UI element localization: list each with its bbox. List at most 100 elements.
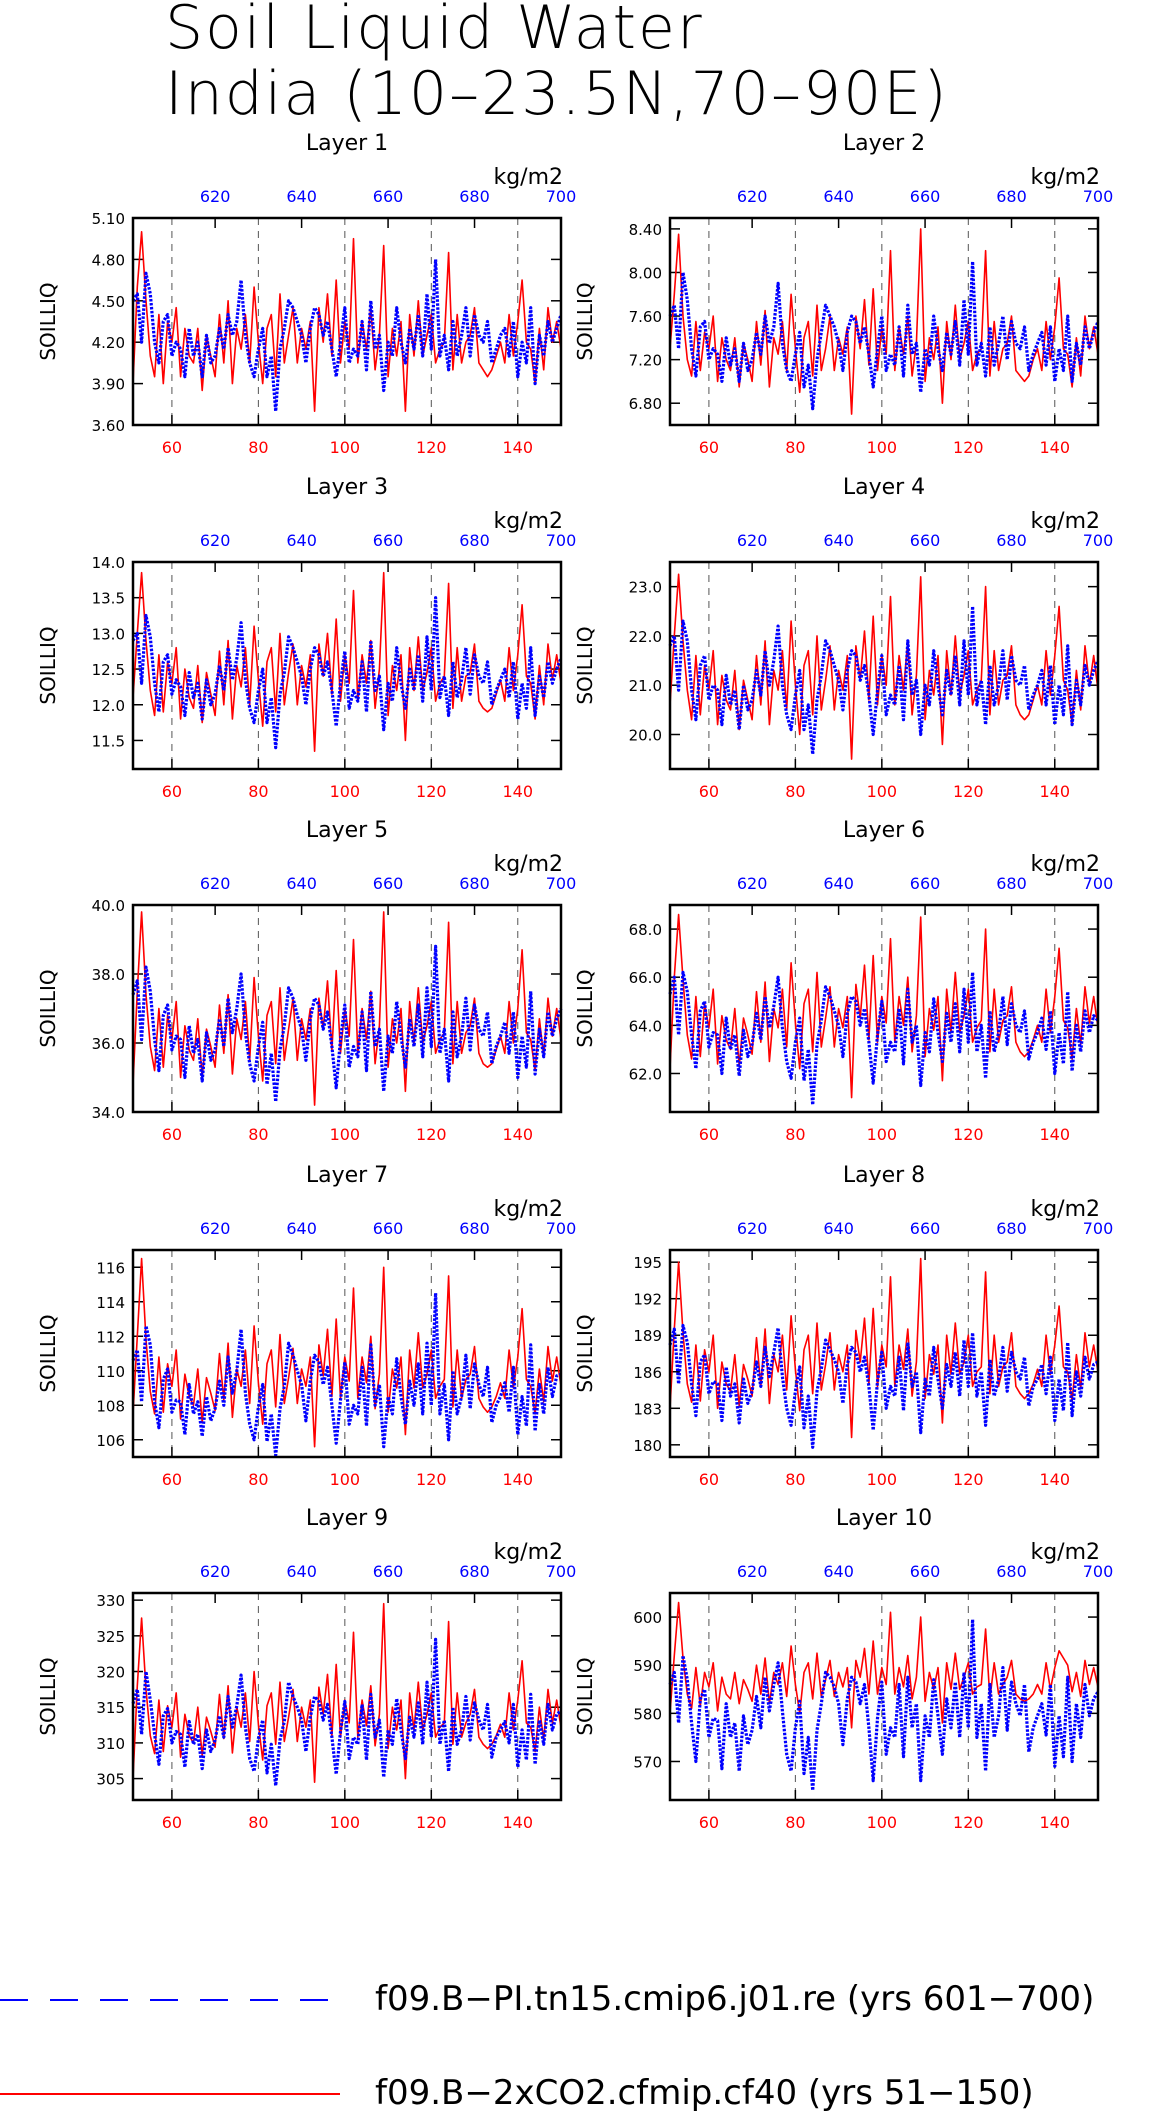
y-axis-label: SOILLIQ [36, 626, 60, 704]
y-tick-label: 12.5 [92, 661, 125, 679]
x-bottom-tick-label: 80 [785, 438, 805, 457]
y-tick-label: 12.0 [92, 697, 125, 715]
x-top-tick-label: 640 [823, 531, 854, 550]
x-bottom-tick-label: 100 [867, 1470, 898, 1489]
series-line-2xco2 [669, 228, 1099, 415]
x-bottom-tick-label: 140 [1039, 1125, 1070, 1144]
x-bottom-tick-label: 100 [330, 1813, 361, 1832]
x-top-tick-label: 640 [286, 187, 317, 206]
y-tick-label: 186 [633, 1364, 662, 1382]
series-line-2xco2 [669, 1257, 1099, 1439]
x-bottom-tick-label: 120 [416, 1470, 447, 1489]
legend-label-pi: f09.B−PI.tn15.cmip6.j01.re (yrs 601−700) [375, 1979, 1094, 2019]
figure-title-line-1: Soil Liquid Water [165, 0, 704, 63]
y-tick-label: 20.0 [629, 727, 662, 745]
x-bottom-tick-label: 60 [699, 1125, 719, 1144]
x-bottom-tick-label: 100 [330, 1470, 361, 1489]
plot-frame [131, 1248, 563, 1459]
y-axis-label: SOILLIQ [36, 1657, 60, 1735]
figure-title-line-2: India (10–23.5N,70–90E) [165, 59, 949, 129]
chart-panel-6: Layer 6 kg/m2 SOILLIQ 62.0 64.0 66.0 68.0 60 80 1… [573, 818, 1113, 1144]
y-tick-label: 189 [633, 1327, 662, 1345]
panel-title: Layer 7 [306, 1163, 388, 1188]
x-bottom-tick-label: 100 [867, 782, 898, 801]
chart-panel-7: Layer 7 kg/m2 SOILLIQ 106 108 110 112 114 116 60 8… [36, 1163, 576, 1489]
x-top-tick-label: 640 [286, 874, 317, 893]
x-top-tick-label: 680 [459, 1562, 490, 1581]
x-top-tick-label: 700 [546, 1562, 577, 1581]
x-bottom-tick-label: 80 [248, 782, 268, 801]
x-bottom-tick-label: 80 [785, 1813, 805, 1832]
x-bottom-tick-label: 80 [248, 438, 268, 457]
x-top-tick-label: 640 [823, 187, 854, 206]
top-axis-unit-label: kg/m2 [1030, 1197, 1100, 1222]
x-top-tick-label: 640 [823, 874, 854, 893]
x-top-tick-label: 680 [459, 187, 490, 206]
x-top-tick-label: 660 [910, 531, 941, 550]
y-tick-label: 116 [96, 1259, 125, 1277]
x-bottom-tick-label: 140 [502, 1125, 533, 1144]
x-top-tick-label: 640 [286, 1219, 317, 1238]
x-top-tick-label: 680 [996, 1562, 1027, 1581]
series-line-pi [131, 257, 563, 413]
plot-frame [668, 903, 1100, 1114]
x-bottom-tick-label: 140 [502, 782, 533, 801]
x-top-tick-label: 620 [737, 187, 768, 206]
y-tick-label: 40.0 [92, 897, 125, 915]
panel-title: Layer 3 [306, 475, 388, 500]
series-line-pi [668, 1617, 1100, 1793]
x-bottom-tick-label: 100 [330, 438, 361, 457]
panels-grid: Layer 1 kg/m2 SOILLIQ 3.60 3.90 4.20 4.50 4.80 5… [36, 131, 1113, 1832]
chart-panel-1: Layer 1 kg/m2 SOILLIQ 3.60 3.90 4.20 4.50 4.80 5… [36, 131, 576, 457]
top-axis-unit-label: kg/m2 [1030, 1540, 1100, 1565]
x-top-tick-label: 660 [910, 1219, 941, 1238]
y-tick-label: 6.80 [629, 395, 662, 413]
series-line-2xco2 [669, 913, 1099, 1099]
x-bottom-tick-label: 60 [162, 1813, 182, 1832]
x-top-tick-label: 700 [546, 531, 577, 550]
x-bottom-tick-label: 120 [953, 1470, 984, 1489]
x-bottom-tick-label: 140 [1039, 1813, 1070, 1832]
top-axis-unit-label: kg/m2 [493, 509, 563, 534]
x-bottom-tick-label: 60 [162, 1470, 182, 1489]
y-tick-label: 180 [633, 1437, 662, 1455]
x-bottom-tick-label: 100 [330, 782, 361, 801]
y-tick-label: 110 [96, 1363, 125, 1381]
x-bottom-tick-label: 80 [248, 1813, 268, 1832]
chart-panel-9: Layer 9 kg/m2 SOILLIQ 305 310 315 320 325 330 60 8… [36, 1506, 576, 1832]
y-axis-label: SOILLIQ [573, 626, 597, 704]
y-axis-label: SOILLIQ [573, 1314, 597, 1392]
x-bottom-tick-label: 120 [416, 1125, 447, 1144]
x-top-tick-label: 640 [286, 1562, 317, 1581]
x-bottom-tick-label: 120 [953, 782, 984, 801]
y-tick-label: 315 [96, 1699, 125, 1717]
x-top-tick-label: 620 [200, 531, 231, 550]
legend: f09.B−PI.tn15.cmip6.j01.re (yrs 601−700)… [0, 1979, 1094, 2113]
y-tick-label: 14.0 [92, 554, 125, 572]
x-bottom-tick-label: 100 [867, 1813, 898, 1832]
y-tick-label: 7.20 [629, 352, 662, 370]
x-bottom-tick-label: 80 [248, 1125, 268, 1144]
y-tick-label: 34.0 [92, 1104, 125, 1122]
x-bottom-tick-label: 100 [867, 1125, 898, 1144]
y-tick-label: 114 [96, 1294, 125, 1312]
top-axis-unit-label: kg/m2 [1030, 165, 1100, 190]
y-tick-label: 7.60 [629, 308, 662, 326]
y-tick-label: 13.5 [92, 590, 125, 608]
chart-panel-5: Layer 5 kg/m2 SOILLIQ 34.0 36.0 38.0 40.0 60 80 1… [36, 818, 576, 1144]
x-top-tick-label: 700 [1083, 1562, 1114, 1581]
y-axis-label: SOILLIQ [36, 1314, 60, 1392]
x-top-tick-label: 620 [200, 1562, 231, 1581]
x-top-tick-label: 680 [996, 1219, 1027, 1238]
y-tick-label: 330 [96, 1592, 125, 1610]
y-tick-label: 13.0 [92, 625, 125, 643]
y-tick-label: 192 [633, 1291, 662, 1309]
y-tick-label: 38.0 [92, 966, 125, 984]
x-bottom-tick-label: 80 [785, 1125, 805, 1144]
y-tick-label: 11.5 [92, 732, 125, 750]
y-tick-label: 3.60 [92, 417, 125, 435]
series-line-pi [131, 1637, 563, 1788]
x-top-tick-label: 620 [737, 874, 768, 893]
x-top-tick-label: 620 [200, 187, 231, 206]
y-tick-label: 325 [96, 1628, 125, 1646]
